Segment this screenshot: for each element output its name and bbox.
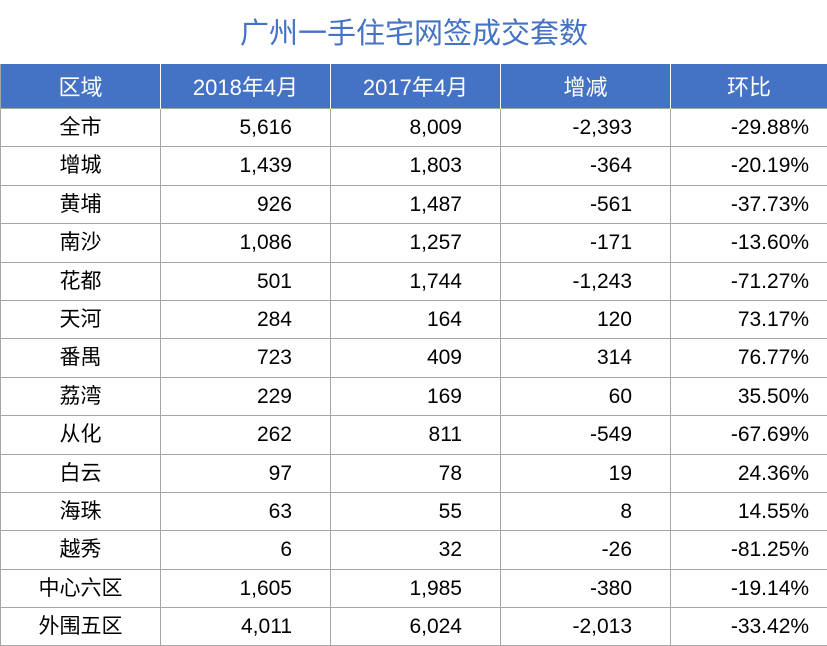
col-header-2017: 2017年4月 (331, 64, 501, 109)
cell-2018: 284 (161, 300, 331, 338)
cell-region: 海珠 (1, 492, 161, 530)
cell-pct: -37.73% (671, 185, 827, 223)
cell-2017: 811 (331, 416, 501, 454)
table-row: 全市5,6168,009-2,393-29.88% (1, 109, 827, 147)
col-header-diff: 增减 (501, 64, 671, 109)
cell-diff: 314 (501, 339, 671, 377)
cell-2017: 55 (331, 492, 501, 530)
cell-pct: -20.19% (671, 147, 827, 185)
table-row: 从化262811-549-67.69% (1, 416, 827, 454)
cell-diff: -26 (501, 531, 671, 569)
table-row: 花都5011,744-1,243-71.27% (1, 262, 827, 300)
col-header-2018: 2018年4月 (161, 64, 331, 109)
cell-pct: 73.17% (671, 300, 827, 338)
table-row: 越秀632-26-81.25% (1, 531, 827, 569)
cell-diff: 19 (501, 454, 671, 492)
cell-diff: 8 (501, 492, 671, 530)
cell-2017: 409 (331, 339, 501, 377)
cell-diff: -2,393 (501, 109, 671, 147)
cell-2018: 4,011 (161, 608, 331, 646)
cell-2018: 229 (161, 377, 331, 415)
table-row: 荔湾2291696035.50% (1, 377, 827, 415)
cell-diff: -1,243 (501, 262, 671, 300)
cell-2017: 1,744 (331, 262, 501, 300)
table-row: 白云97781924.36% (1, 454, 827, 492)
cell-region: 中心六区 (1, 569, 161, 607)
cell-pct: 14.55% (671, 492, 827, 530)
header-row: 区域 2018年4月 2017年4月 增减 环比 (1, 64, 827, 109)
cell-2017: 1,985 (331, 569, 501, 607)
cell-diff: -2,013 (501, 608, 671, 646)
col-header-region: 区域 (1, 64, 161, 109)
cell-2018: 1,605 (161, 569, 331, 607)
cell-diff: -364 (501, 147, 671, 185)
cell-region: 南沙 (1, 224, 161, 262)
cell-2018: 63 (161, 492, 331, 530)
title-row: 广州一手住宅网签成交套数 (1, 0, 827, 64)
table-row: 番禺72340931476.77% (1, 339, 827, 377)
cell-2018: 262 (161, 416, 331, 454)
col-header-pct: 环比 (671, 64, 827, 109)
cell-2017: 8,009 (331, 109, 501, 147)
cell-diff: -380 (501, 569, 671, 607)
cell-2017: 78 (331, 454, 501, 492)
cell-pct: -71.27% (671, 262, 827, 300)
cell-2018: 723 (161, 339, 331, 377)
cell-diff: -561 (501, 185, 671, 223)
cell-region: 全市 (1, 109, 161, 147)
table-title: 广州一手住宅网签成交套数 (1, 0, 827, 64)
cell-region: 从化 (1, 416, 161, 454)
cell-pct: 35.50% (671, 377, 827, 415)
cell-region: 越秀 (1, 531, 161, 569)
table-row: 中心六区1,6051,985-380-19.14% (1, 569, 827, 607)
table-row: 南沙1,0861,257-171-13.60% (1, 224, 827, 262)
cell-region: 番禺 (1, 339, 161, 377)
cell-pct: -67.69% (671, 416, 827, 454)
cell-pct: 76.77% (671, 339, 827, 377)
housing-table: 广州一手住宅网签成交套数 区域 2018年4月 2017年4月 增减 环比 全市… (0, 0, 827, 646)
cell-pct: -13.60% (671, 224, 827, 262)
cell-region: 天河 (1, 300, 161, 338)
cell-region: 外围五区 (1, 608, 161, 646)
cell-2018: 1,086 (161, 224, 331, 262)
cell-2017: 164 (331, 300, 501, 338)
cell-pct: 24.36% (671, 454, 827, 492)
cell-2018: 5,616 (161, 109, 331, 147)
cell-region: 荔湾 (1, 377, 161, 415)
table-row: 黄埔9261,487-561-37.73% (1, 185, 827, 223)
cell-pct: -19.14% (671, 569, 827, 607)
cell-2017: 1,487 (331, 185, 501, 223)
cell-2017: 1,803 (331, 147, 501, 185)
cell-diff: 120 (501, 300, 671, 338)
cell-2017: 32 (331, 531, 501, 569)
cell-diff: -171 (501, 224, 671, 262)
table-row: 海珠6355814.55% (1, 492, 827, 530)
cell-region: 黄埔 (1, 185, 161, 223)
cell-diff: 60 (501, 377, 671, 415)
table-row: 天河28416412073.17% (1, 300, 827, 338)
cell-region: 花都 (1, 262, 161, 300)
table-row: 增城1,4391,803-364-20.19% (1, 147, 827, 185)
cell-region: 增城 (1, 147, 161, 185)
cell-pct: -81.25% (671, 531, 827, 569)
cell-2017: 169 (331, 377, 501, 415)
cell-2018: 6 (161, 531, 331, 569)
cell-2017: 6,024 (331, 608, 501, 646)
table: 广州一手住宅网签成交套数 区域 2018年4月 2017年4月 增减 环比 全市… (0, 0, 827, 646)
cell-2018: 501 (161, 262, 331, 300)
table-row: 外围五区4,0116,024-2,013-33.42% (1, 608, 827, 646)
cell-2018: 1,439 (161, 147, 331, 185)
cell-pct: -29.88% (671, 109, 827, 147)
cell-region: 白云 (1, 454, 161, 492)
cell-2018: 926 (161, 185, 331, 223)
cell-2017: 1,257 (331, 224, 501, 262)
cell-2018: 97 (161, 454, 331, 492)
cell-diff: -549 (501, 416, 671, 454)
cell-pct: -33.42% (671, 608, 827, 646)
